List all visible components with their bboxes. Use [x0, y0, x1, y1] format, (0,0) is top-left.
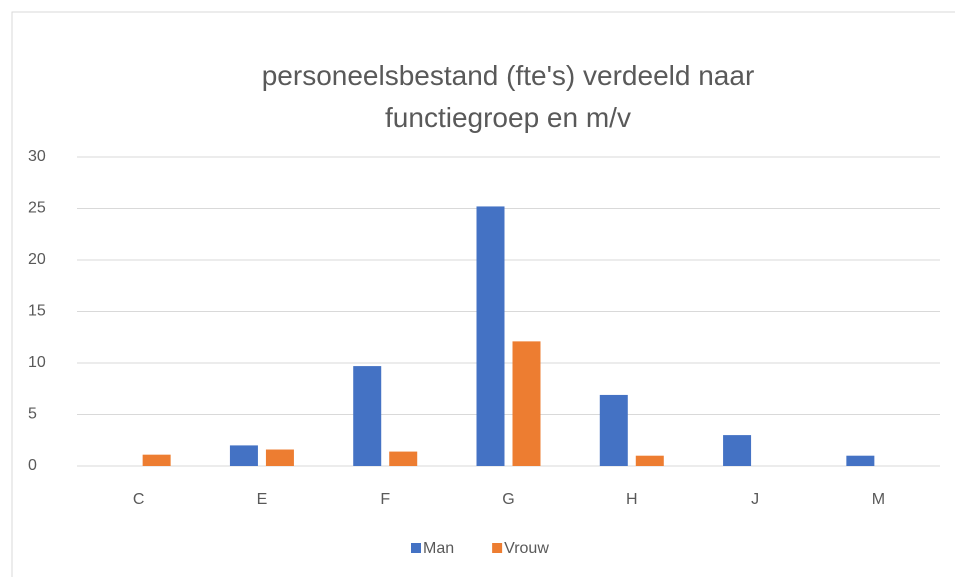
bar	[476, 206, 505, 466]
bar	[512, 341, 541, 466]
y-tick-label: 20	[28, 251, 46, 268]
chart-title: functiegroep en m/v	[385, 102, 631, 133]
bar	[389, 451, 418, 466]
y-tick-label: 30	[28, 148, 46, 165]
chart-title: personeelsbestand (fte's) verdeeld naar	[262, 60, 755, 91]
y-tick-label: 25	[28, 200, 46, 217]
x-tick-label: E	[257, 491, 268, 508]
x-tick-label: G	[502, 491, 514, 508]
bar	[846, 455, 875, 466]
bar	[635, 455, 664, 466]
y-tick-label: 15	[28, 303, 46, 320]
legend-swatch	[411, 543, 421, 553]
y-tick-label: 0	[28, 457, 37, 474]
x-tick-label: F	[380, 491, 390, 508]
y-tick-label: 10	[28, 354, 46, 371]
x-tick-label: H	[626, 491, 638, 508]
bar	[265, 449, 294, 466]
bar	[142, 454, 171, 466]
bar	[229, 445, 258, 466]
legend-swatch	[492, 543, 503, 553]
legend-label: Man	[423, 540, 454, 557]
bar	[723, 435, 752, 466]
legend-label: Vrouw	[504, 540, 549, 557]
x-tick-label: C	[133, 491, 145, 508]
bar	[599, 394, 628, 466]
y-tick-label: 5	[28, 406, 37, 423]
x-tick-label: M	[872, 491, 885, 508]
bar	[353, 366, 382, 466]
x-tick-label: J	[751, 491, 759, 508]
